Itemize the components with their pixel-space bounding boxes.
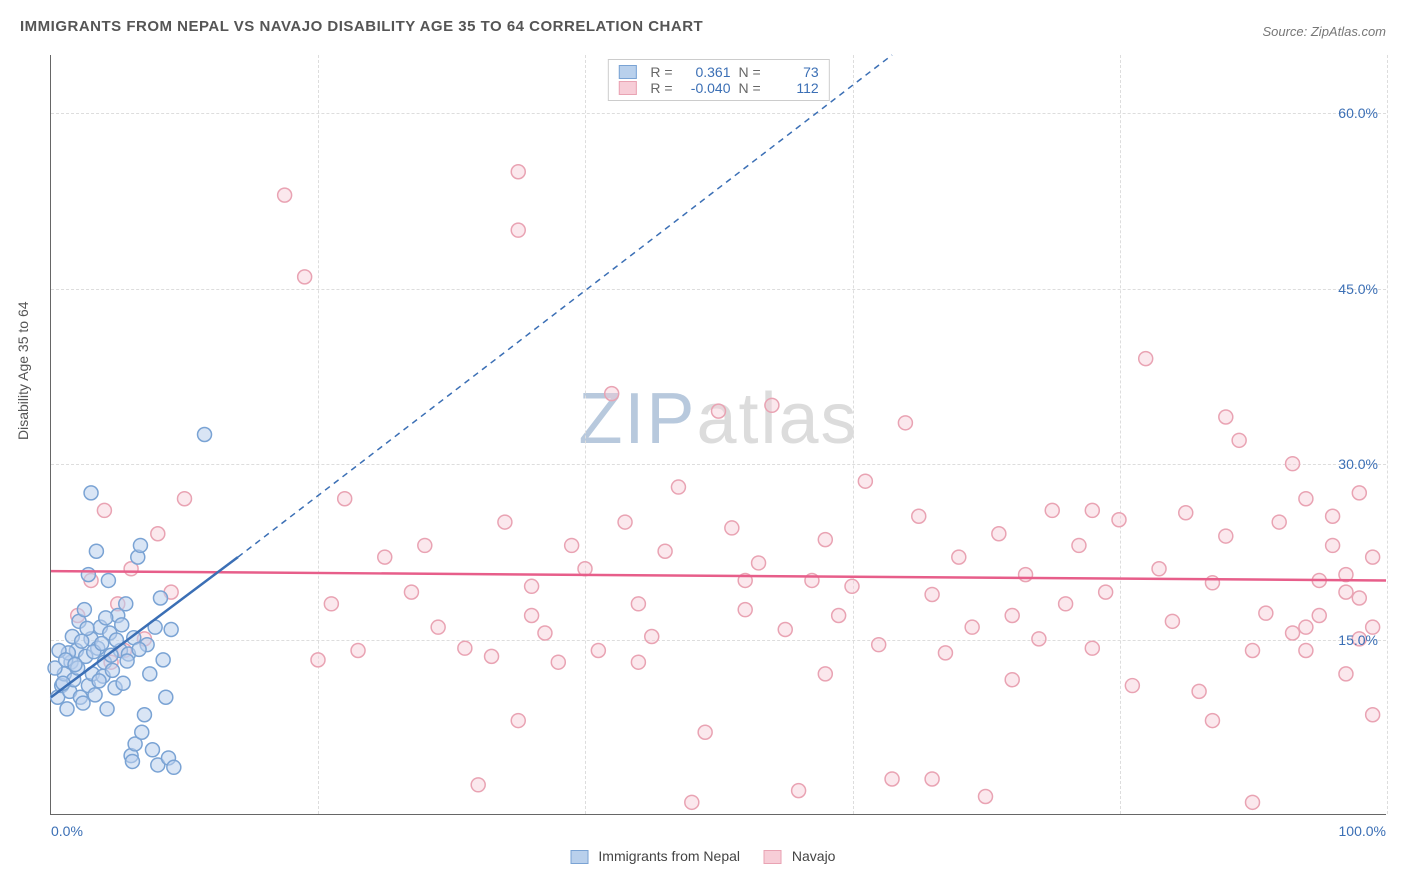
x-tick-min: 0.0% <box>51 823 83 839</box>
x-tick-max: 100.0% <box>1339 823 1386 839</box>
n-label: N = <box>739 64 761 80</box>
r-value-a: 0.361 <box>681 64 731 80</box>
y-axis-label: Disability Age 35 to 64 <box>15 301 31 440</box>
series-legend: Immigrants from Nepal Navajo <box>571 848 836 864</box>
r-label: R = <box>650 64 672 80</box>
y-tick: 15.0% <box>1338 632 1378 648</box>
r-label: R = <box>650 80 672 96</box>
source-attribution: Source: ZipAtlas.com <box>1262 24 1386 39</box>
n-value-a: 73 <box>769 64 819 80</box>
plot-area: ZIPatlas R = 0.361 N = 73 R = -0.040 N =… <box>50 55 1386 815</box>
legend-swatch-a2 <box>571 850 589 864</box>
scatter-svg <box>51 55 1386 814</box>
chart-title: IMMIGRANTS FROM NEPAL VS NAVAJO DISABILI… <box>20 18 703 35</box>
y-tick: 60.0% <box>1338 105 1378 121</box>
n-label: N = <box>739 80 761 96</box>
legend-row-series-a: R = 0.361 N = 73 <box>618 64 818 80</box>
legend-swatch-b <box>618 81 636 95</box>
legend-row-series-b: R = -0.040 N = 112 <box>618 80 818 96</box>
legend-label-b: Navajo <box>792 848 836 864</box>
y-tick: 45.0% <box>1338 281 1378 297</box>
y-tick: 30.0% <box>1338 456 1378 472</box>
n-value-b: 112 <box>769 80 819 96</box>
legend-swatch-b2 <box>764 850 782 864</box>
legend-item-b: Navajo <box>764 848 835 864</box>
r-value-b: -0.040 <box>681 80 731 96</box>
legend-label-a: Immigrants from Nepal <box>598 848 740 864</box>
legend-item-a: Immigrants from Nepal <box>571 848 740 864</box>
legend-swatch-a <box>618 65 636 79</box>
correlation-legend: R = 0.361 N = 73 R = -0.040 N = 112 <box>607 59 829 101</box>
